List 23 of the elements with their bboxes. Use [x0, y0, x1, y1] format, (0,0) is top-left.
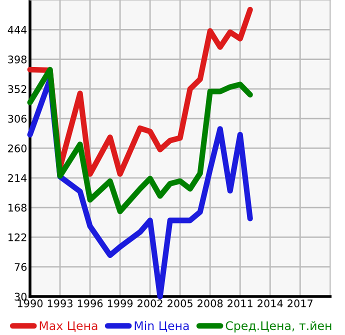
y-tick-label: 352 — [8, 85, 26, 94]
legend-label: Сред.Цена, т.йен — [226, 321, 332, 332]
x-tick-label: 2014 — [258, 299, 283, 308]
y-tick-label: 306 — [8, 114, 27, 123]
x-tick-label: 2011 — [228, 299, 252, 308]
y-tick-label: 260 — [8, 144, 27, 152]
y-tick-label: 214 — [8, 174, 27, 182]
x-tick-label: 1999 — [108, 299, 133, 308]
y-tick-label: 444 — [8, 26, 27, 34]
x-tick-label: 1993 — [48, 299, 72, 308]
legend-label: Max Цена — [40, 321, 98, 332]
x-tick-label: 1990 — [18, 299, 43, 308]
x-tick-label: 2017 — [288, 299, 313, 308]
y-tick-label: 398 — [8, 56, 27, 64]
y-tick-label: 76 — [14, 263, 27, 271]
x-tick-label: 2008 — [198, 299, 223, 308]
x-tick-label: 2005 — [168, 299, 192, 308]
y-tick-label: 30 — [14, 292, 27, 301]
x-tick-label: 2002 — [138, 299, 162, 308]
y-tick-label: 122 — [8, 233, 26, 242]
legend-label: Min Цена — [134, 321, 189, 332]
x-tick-label: 1996 — [78, 299, 103, 308]
y-tick-label: 168 — [8, 204, 27, 212]
